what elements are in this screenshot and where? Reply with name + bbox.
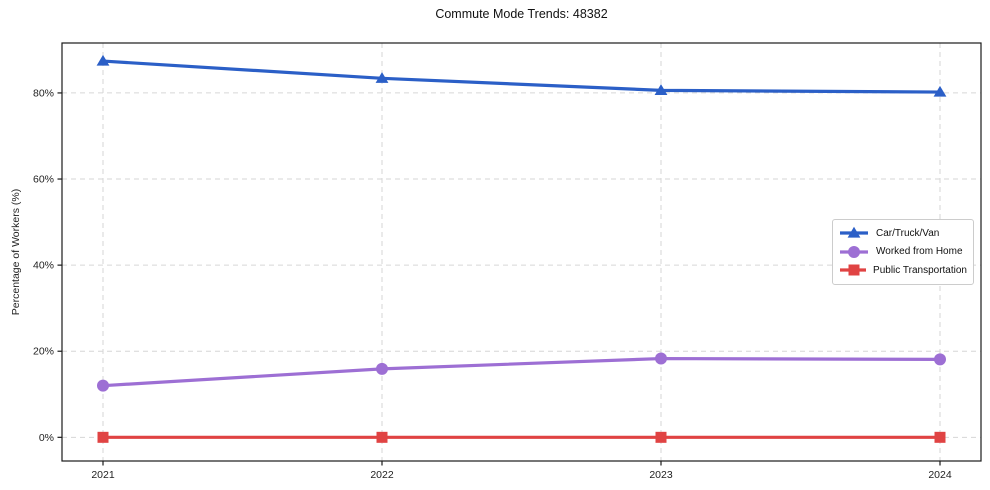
x-tick-label: 2021: [91, 469, 115, 481]
legend-triangle-icon: [847, 227, 861, 238]
chart-title: Commute Mode Trends: 48382: [435, 7, 608, 21]
y-tick-label: 40%: [33, 260, 54, 272]
y-tick-label: 60%: [33, 174, 54, 186]
data-point-marker: [97, 431, 109, 443]
data-point-marker: [376, 362, 388, 375]
y-tick-label: 80%: [33, 87, 54, 99]
legend-item-car-truck-van: Car/Truck/Van: [839, 224, 967, 243]
x-tick-label: 2023: [649, 469, 673, 481]
data-point-marker: [654, 84, 668, 95]
legend-triangle-marker-icon: [840, 227, 868, 238]
legend: Car/Truck/Van Worked from Home Public Tr…: [832, 219, 974, 285]
series-line: [101, 356, 942, 388]
y-tick-label: 20%: [33, 346, 54, 358]
x-tick-label: 2024: [928, 469, 952, 481]
data-point-marker: [376, 431, 388, 443]
data-point-marker: [934, 353, 946, 366]
y-tick-label: 0%: [39, 432, 54, 444]
legend-item-public-transportation: Public Transportation: [839, 261, 967, 280]
legend-square-marker-icon: [840, 264, 867, 276]
legend-circle-icon: [848, 245, 860, 258]
legend-label: Public Transportation: [873, 264, 967, 276]
data-point-marker: [375, 72, 389, 83]
x-tick-label: 2022: [370, 469, 394, 481]
data-point-marker: [655, 352, 667, 365]
data-point-marker: [933, 85, 947, 97]
legend-label: Car/Truck/Van: [876, 227, 940, 239]
legend-label: Worked from Home: [876, 246, 963, 258]
data-point-marker: [97, 379, 109, 392]
data-point-marker: [934, 431, 946, 443]
legend-square-icon: [848, 264, 860, 276]
data-point-marker: [655, 431, 667, 443]
legend-circle-marker-icon: [840, 245, 868, 258]
plot-border: [61, 42, 982, 462]
data-point-marker: [96, 54, 110, 66]
series-line: [101, 59, 942, 94]
legend-item-worked-from-home: Worked from Home: [839, 243, 967, 262]
